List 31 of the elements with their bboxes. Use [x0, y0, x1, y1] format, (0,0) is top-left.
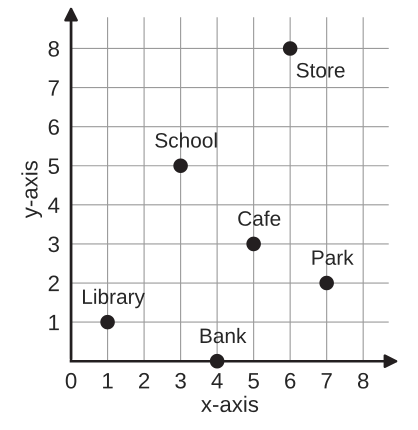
y-tick-label: 3 [48, 236, 59, 252]
x-tick-label: 5 [248, 373, 259, 389]
x-tick-label: 0 [66, 372, 76, 389]
point [173, 158, 188, 174]
y-tick-label: 4 [48, 198, 60, 213]
x-tick-label: 4 [211, 373, 223, 388]
point [100, 314, 115, 330]
y-axis-title: y-axis [21, 160, 42, 218]
annotation: Park [312, 250, 354, 266]
x-tick-label: 6 [285, 372, 296, 389]
point [282, 41, 298, 56]
x-axis-title: x-axis [201, 396, 258, 412]
y-tick-label: 5 [48, 158, 60, 174]
y-tick-label: 2 [48, 276, 59, 292]
point [246, 236, 261, 252]
point [319, 276, 334, 290]
y-tick-label: 6 [48, 119, 59, 135]
y-tick-label: 7 [48, 80, 59, 96]
point [210, 354, 224, 368]
x-tick-label: 7 [322, 373, 332, 388]
x-tick-label: 3 [175, 372, 186, 389]
annotation: School [155, 132, 217, 148]
x-tick-label: 8 [358, 372, 368, 389]
y-tick-label: 8 [48, 41, 59, 57]
x-tick-label: 2 [139, 372, 150, 388]
annotation: Library [83, 288, 145, 308]
x-tick-label: 1 [103, 373, 113, 388]
annotation: Store [296, 62, 345, 78]
y-tick-label: 1 [49, 314, 59, 330]
annotation: Bank [200, 328, 246, 344]
annotation: Cafe [238, 210, 280, 226]
